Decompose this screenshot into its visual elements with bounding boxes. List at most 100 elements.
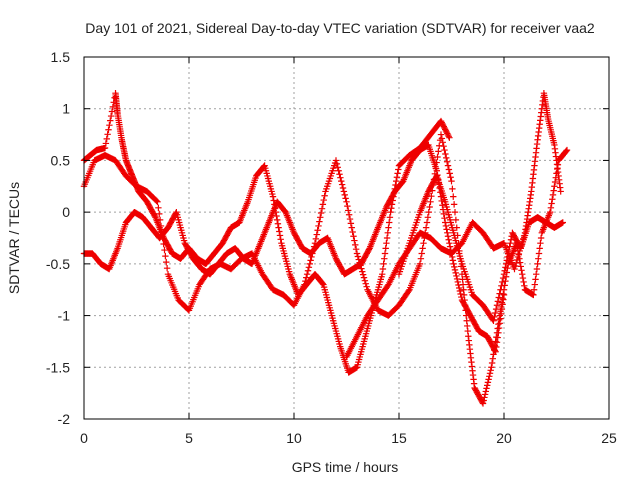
data-point bbox=[352, 241, 359, 249]
data-point bbox=[437, 131, 445, 138]
data-point bbox=[359, 268, 366, 275]
data-point bbox=[157, 222, 165, 230]
data-point bbox=[498, 299, 506, 306]
data-point bbox=[484, 382, 491, 389]
data-point bbox=[356, 259, 363, 266]
data-point bbox=[339, 184, 347, 192]
data-point bbox=[515, 250, 523, 258]
data-point bbox=[517, 263, 524, 270]
data-point bbox=[563, 147, 570, 155]
data-point bbox=[444, 162, 452, 169]
data-point bbox=[344, 202, 351, 210]
data-point bbox=[333, 160, 341, 168]
data-point bbox=[498, 303, 505, 311]
data-point bbox=[492, 309, 499, 317]
y-tick-label: -0.5 bbox=[46, 256, 70, 272]
series-trace-5 bbox=[395, 172, 566, 324]
x-tick-label: 25 bbox=[601, 430, 617, 446]
data-point bbox=[491, 346, 498, 354]
data-point bbox=[551, 183, 558, 190]
data-point bbox=[494, 298, 502, 305]
data-point bbox=[337, 174, 344, 181]
data-point bbox=[338, 181, 346, 188]
data-point bbox=[104, 131, 111, 138]
data-point bbox=[451, 208, 459, 216]
data-point bbox=[159, 234, 166, 242]
data-point bbox=[438, 135, 446, 142]
data-point bbox=[493, 302, 501, 309]
data-point bbox=[106, 121, 113, 129]
data-point bbox=[360, 274, 368, 281]
data-point bbox=[447, 174, 454, 181]
plot-frame bbox=[83, 56, 610, 420]
data-point bbox=[454, 278, 461, 286]
data-point bbox=[505, 246, 513, 254]
data-point bbox=[445, 236, 452, 243]
data-point bbox=[442, 126, 449, 133]
data-point bbox=[448, 177, 455, 185]
data-point bbox=[438, 119, 445, 126]
data-point bbox=[446, 239, 453, 247]
data-point bbox=[551, 178, 559, 186]
data-point bbox=[439, 139, 446, 146]
data-point bbox=[563, 146, 571, 154]
data-point bbox=[491, 313, 498, 321]
data-point bbox=[487, 367, 494, 374]
data-point bbox=[172, 210, 179, 217]
data-point bbox=[306, 260, 313, 268]
data-point bbox=[497, 308, 504, 315]
data-point bbox=[311, 239, 319, 247]
data-point bbox=[319, 201, 327, 208]
data-point bbox=[103, 135, 110, 143]
data-point bbox=[452, 216, 460, 224]
data-point bbox=[346, 215, 354, 223]
data-point bbox=[483, 385, 490, 392]
data-point bbox=[441, 146, 448, 154]
data-point bbox=[416, 260, 424, 268]
data-point bbox=[534, 260, 541, 268]
data-point bbox=[535, 250, 543, 257]
data-point bbox=[490, 317, 497, 324]
data-point bbox=[338, 177, 345, 185]
y-tick-label: 0 bbox=[62, 204, 70, 220]
data-point bbox=[513, 256, 521, 264]
data-point bbox=[433, 159, 440, 166]
data-point bbox=[514, 253, 522, 261]
data-point bbox=[305, 264, 313, 271]
data-point bbox=[496, 320, 503, 327]
data-point bbox=[495, 294, 502, 301]
data-point bbox=[506, 243, 513, 250]
data-point bbox=[453, 272, 460, 280]
data-point bbox=[451, 266, 459, 274]
data-point bbox=[418, 250, 425, 257]
data-point bbox=[107, 117, 114, 124]
data-point bbox=[351, 237, 358, 244]
data-point bbox=[456, 284, 463, 292]
data-point bbox=[355, 256, 362, 263]
data-point bbox=[486, 373, 493, 380]
data-point bbox=[450, 201, 458, 208]
data-point bbox=[381, 250, 389, 257]
data-point bbox=[442, 219, 449, 226]
series-trace-3 bbox=[80, 131, 571, 407]
data-point bbox=[440, 123, 447, 130]
data-point bbox=[441, 214, 448, 222]
data-point bbox=[519, 274, 527, 282]
data-point bbox=[530, 291, 537, 299]
data-point bbox=[437, 117, 445, 125]
data-point bbox=[383, 234, 391, 242]
x-axis-label: GPS time / hours bbox=[292, 459, 399, 475]
data-point bbox=[497, 315, 504, 322]
data-point bbox=[434, 153, 441, 161]
data-point bbox=[353, 250, 361, 257]
y-tick-label: 0.5 bbox=[51, 152, 71, 168]
data-point bbox=[446, 134, 453, 141]
data-point bbox=[160, 240, 167, 248]
data-point bbox=[343, 198, 350, 205]
data-point bbox=[342, 195, 349, 202]
chart-title: Day 101 of 2021, Sidereal Day-to-day VTE… bbox=[85, 20, 595, 36]
data-point bbox=[381, 255, 388, 262]
data-point bbox=[481, 391, 489, 398]
data-point bbox=[440, 143, 447, 150]
